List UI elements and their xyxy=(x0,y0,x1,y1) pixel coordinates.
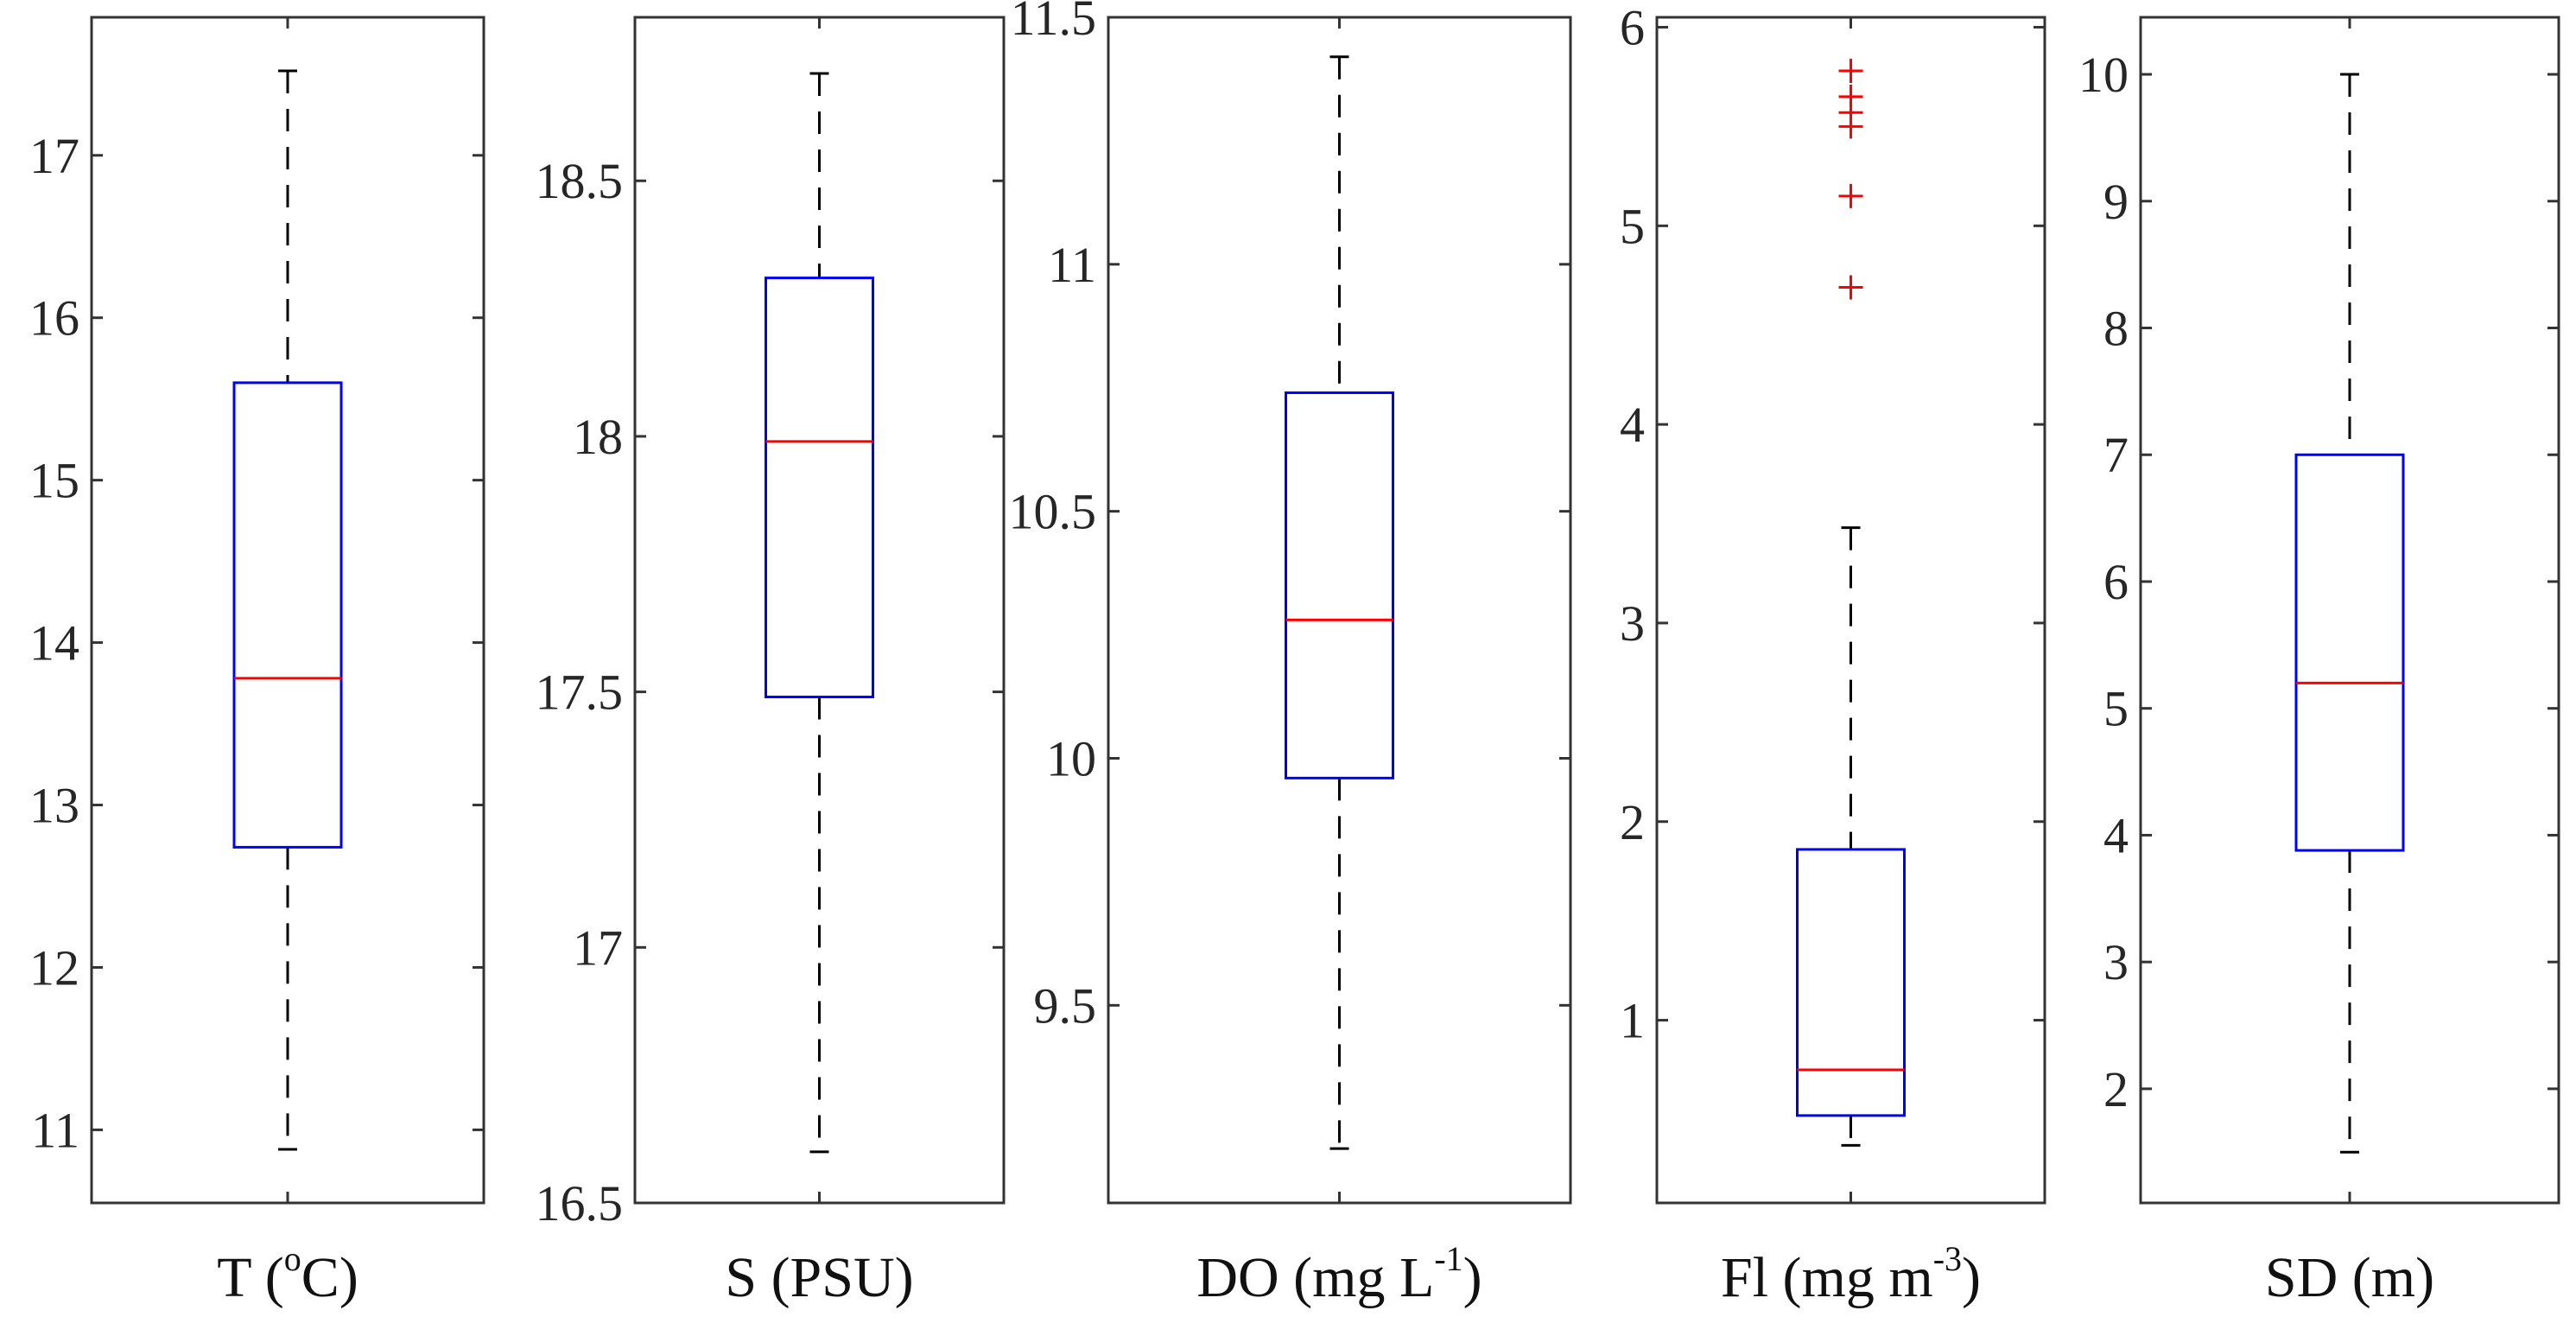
y-tick-label: 15 xyxy=(29,453,79,509)
x-axis-label: SD (m) xyxy=(2265,1246,2434,1309)
y-tick-label: 11 xyxy=(31,1102,79,1158)
y-tick-label: 16 xyxy=(29,290,79,347)
y-tick-label: 4 xyxy=(2103,807,2129,863)
y-tick-label: 5 xyxy=(2103,681,2129,737)
panel-1: 11 12 13 14 15 16 17 T (oC) xyxy=(29,16,485,1309)
y-tick-label: 16.5 xyxy=(536,1175,624,1231)
y-tick-label: 10.5 xyxy=(1009,484,1097,540)
y-tick-label: 11 xyxy=(1048,237,1096,293)
y-tick-label: 17 xyxy=(29,128,79,184)
iqr-box xyxy=(2294,453,2405,852)
y-tick-label: 2 xyxy=(2103,1061,2129,1117)
y-tick-label: 6 xyxy=(1620,0,1645,55)
y-tick-label: 1 xyxy=(1620,993,1645,1049)
x-axis-label: Fl (mg m-3) xyxy=(1721,1239,1981,1309)
iqr-box xyxy=(1796,848,1906,1117)
panel-5: 2 3 4 5 6 7 8 9 10 SD (m) xyxy=(2078,16,2560,1309)
y-tick-label: 8 xyxy=(2103,301,2129,357)
y-tick-label: 9 xyxy=(2103,174,2129,230)
y-tick-label: 3 xyxy=(2103,934,2129,990)
y-tick-label: 17.5 xyxy=(536,665,624,721)
y-tick-label: 6 xyxy=(2103,554,2129,610)
outlier-marker xyxy=(1838,275,1863,300)
panel-3: 9.5 10 10.5 11 11.5 DO (mg L-1) xyxy=(1009,0,1572,1309)
iqr-box xyxy=(765,277,874,699)
y-tick-label: 18 xyxy=(573,409,623,465)
y-tick-label: 14 xyxy=(29,615,79,671)
iqr-box xyxy=(232,381,343,849)
y-tick-label: 18.5 xyxy=(536,153,624,209)
panel-2: 16.5 17 17.5 18 18.5 S (PSU) xyxy=(536,16,1006,1309)
x-axis-label: S (PSU) xyxy=(725,1246,913,1309)
y-tick-label: 10 xyxy=(1046,731,1096,787)
panel-4: 1 2 3 4 5 6 Fl (mg m-3) xyxy=(1620,0,2046,1309)
outlier-marker xyxy=(1838,84,1863,109)
y-tick-label: 12 xyxy=(29,939,79,996)
outlier-marker xyxy=(1838,183,1863,208)
y-tick-label: 2 xyxy=(1620,794,1645,850)
outlier-marker xyxy=(1838,59,1863,84)
x-axis-label: DO (mg L-1) xyxy=(1196,1239,1482,1309)
y-tick-label: 5 xyxy=(1620,198,1645,254)
y-tick-label: 9.5 xyxy=(1034,977,1097,1034)
iqr-box xyxy=(1285,391,1394,779)
y-tick-label: 4 xyxy=(1620,397,1645,453)
y-tick-label: 11.5 xyxy=(1011,0,1096,46)
y-tick-label: 17 xyxy=(573,919,623,976)
y-tick-label: 3 xyxy=(1620,595,1645,652)
y-tick-label: 10 xyxy=(2078,47,2129,103)
y-tick-label: 7 xyxy=(2103,427,2129,483)
x-axis-label: T (oC) xyxy=(217,1239,358,1309)
y-tick-label: 13 xyxy=(29,778,79,834)
